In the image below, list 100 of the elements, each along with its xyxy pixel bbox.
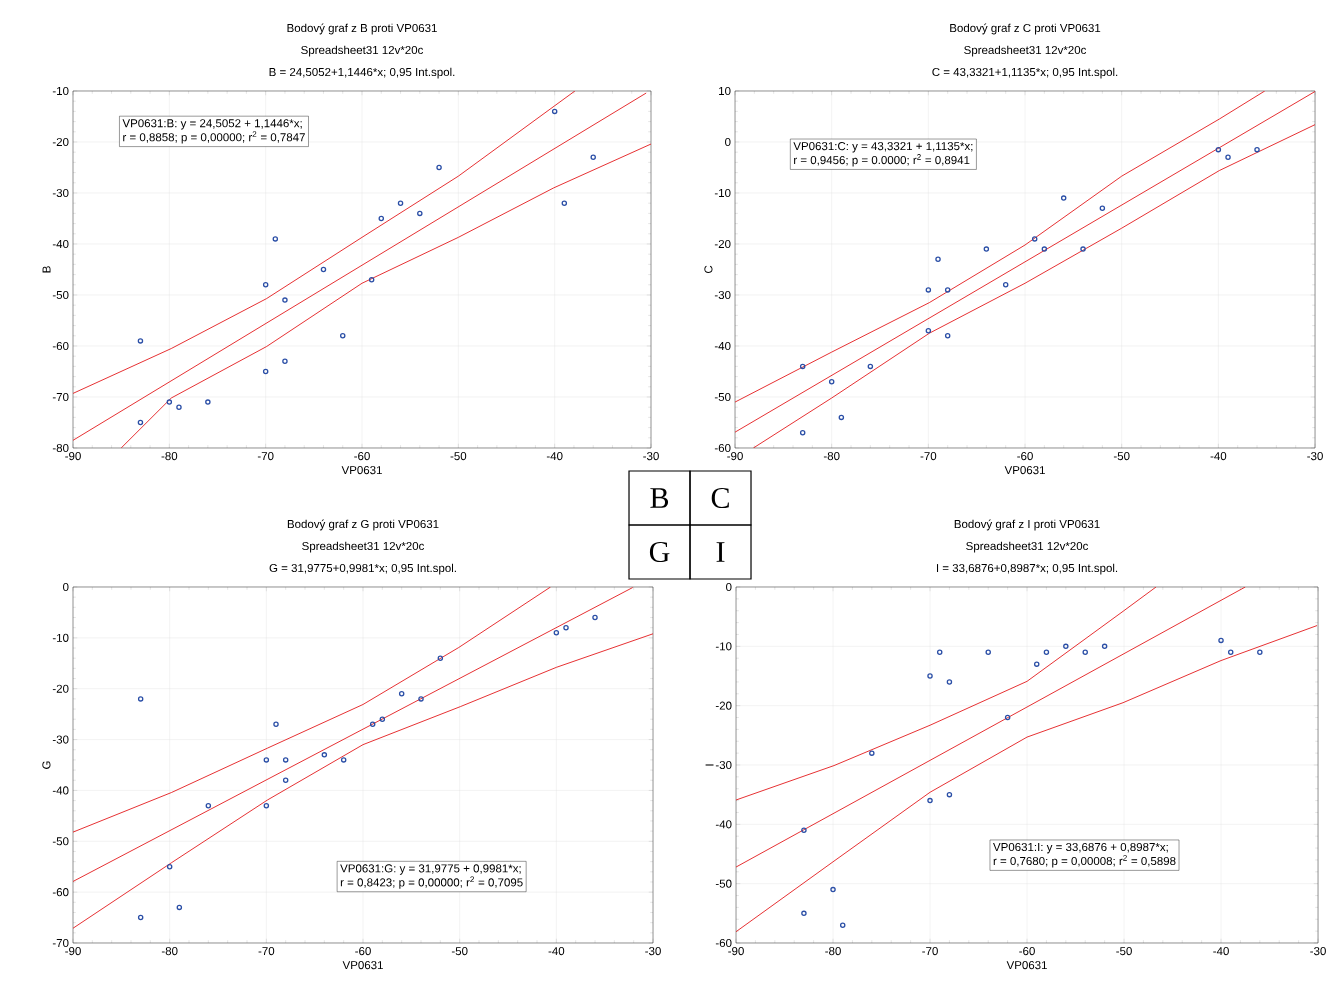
point xyxy=(1082,649,1088,656)
line-series xyxy=(73,587,551,833)
y-tick-label: -20 xyxy=(52,137,69,147)
point xyxy=(985,649,991,656)
y-axis-title: I xyxy=(705,764,714,766)
annotation: r = 0,7680; p = 0,00008; r$^{2}$ = 0,5898 xyxy=(993,855,1176,868)
point xyxy=(339,333,346,339)
point xyxy=(1225,154,1231,161)
point xyxy=(368,276,375,283)
y-axis-title: G xyxy=(42,761,51,769)
text: G xyxy=(649,541,670,563)
chart-title: Bodový graf z G proti VP0631 xyxy=(287,519,439,531)
x-tick-label: -90 xyxy=(65,947,81,956)
chart-subtitle: Spreadsheet31 12v*20c xyxy=(966,541,1089,553)
x-tick-label: -30 xyxy=(643,452,659,461)
x-tick-label: -40 xyxy=(546,452,563,461)
chart-subtitle: Spreadsheet31 12v*20c xyxy=(964,45,1087,57)
point xyxy=(561,200,568,206)
line-series xyxy=(736,586,1157,801)
x-tick-label: -30 xyxy=(1310,947,1326,956)
point xyxy=(320,266,327,273)
text: B = 24,5052+1,1446*x; 0,95 Int.spol. xyxy=(269,67,455,79)
y-tick-label: -10 xyxy=(52,86,69,96)
y-tick-label: -80 xyxy=(52,443,69,453)
point xyxy=(137,338,144,344)
point xyxy=(927,797,933,804)
x-tick-label: -80 xyxy=(161,452,178,461)
annotation: r = 0,8858; p = 0,00000; r$^{2}$ = 0,7847 xyxy=(123,131,305,144)
annotation: VP0631:B: y = 24,5052 + 1,1446*x; xyxy=(122,119,302,130)
point xyxy=(282,777,289,784)
x-tick-label: -80 xyxy=(823,452,840,461)
chart-title: Bodový graf z B proti VP0631 xyxy=(287,23,437,35)
point xyxy=(1063,643,1069,650)
point xyxy=(944,287,951,293)
x-axis-title: VP0631 xyxy=(342,961,383,970)
x-tick-label: -30 xyxy=(645,947,661,956)
point xyxy=(340,757,347,763)
annotation: VP0631:C: y = 43,3321 + 1,1135*x; xyxy=(793,142,973,153)
line-series xyxy=(752,124,1316,448)
y-tick-label: -60 xyxy=(715,938,732,948)
point xyxy=(166,863,173,870)
point xyxy=(1227,649,1234,656)
point xyxy=(563,624,569,631)
annotation: VP0631:I: y = 33,6876 + 0,8987*x; xyxy=(993,842,1168,854)
y-tick-label: -20 xyxy=(52,684,69,693)
point xyxy=(263,757,270,763)
x-tick-label: -90 xyxy=(728,947,744,956)
y-tick-label: -70 xyxy=(52,938,69,948)
y-tick-label: -40 xyxy=(715,820,732,829)
text: B xyxy=(650,488,669,508)
point xyxy=(417,210,423,217)
y-tick-label: -10 xyxy=(714,188,731,198)
x-tick-label: -60 xyxy=(355,947,371,956)
text: I xyxy=(716,542,725,562)
x-tick-label: -80 xyxy=(161,947,178,956)
x-tick-label: -60 xyxy=(1017,452,1033,461)
point xyxy=(799,363,806,370)
point xyxy=(936,649,943,656)
x-tick-label: -80 xyxy=(825,947,841,956)
point xyxy=(1080,246,1086,252)
x-tick-label: -70 xyxy=(922,947,938,956)
point xyxy=(935,256,941,263)
point xyxy=(418,696,424,702)
point xyxy=(282,358,288,365)
point xyxy=(946,791,953,798)
x-tick-label: -70 xyxy=(920,452,937,461)
x-tick-label: -60 xyxy=(1019,947,1035,956)
point xyxy=(282,297,288,303)
y-tick-label: -30 xyxy=(52,188,69,198)
x-tick-label: -60 xyxy=(354,452,370,461)
x-axis-title: VP0631 xyxy=(1004,466,1045,475)
y-tick-label: -20 xyxy=(714,239,731,249)
point xyxy=(1041,246,1048,252)
y-tick-label: 10 xyxy=(719,86,731,96)
point xyxy=(321,752,328,758)
y-tick-label: -60 xyxy=(52,341,69,351)
point xyxy=(590,154,596,161)
point xyxy=(166,399,173,405)
point xyxy=(205,802,212,809)
point xyxy=(398,691,405,697)
y-tick-label: -50 xyxy=(52,837,69,846)
y-tick-label: -40 xyxy=(52,239,69,249)
point xyxy=(137,914,144,921)
point xyxy=(137,419,144,426)
point xyxy=(1099,205,1106,212)
point xyxy=(1218,637,1224,644)
x-axis-title: VP0631 xyxy=(341,466,382,475)
x-tick-label: -50 xyxy=(1113,452,1130,461)
point xyxy=(828,378,835,385)
point xyxy=(273,721,279,728)
point xyxy=(553,630,560,636)
y-tick-label: -30 xyxy=(715,760,732,770)
point xyxy=(379,716,386,722)
point xyxy=(1004,714,1011,721)
y-axis-title: C xyxy=(704,265,713,274)
y-tick-label: -10 xyxy=(715,642,732,651)
y-tick-label: -70 xyxy=(52,392,69,402)
point xyxy=(282,757,289,763)
x-tick-label: -90 xyxy=(65,452,81,461)
point xyxy=(925,327,932,334)
